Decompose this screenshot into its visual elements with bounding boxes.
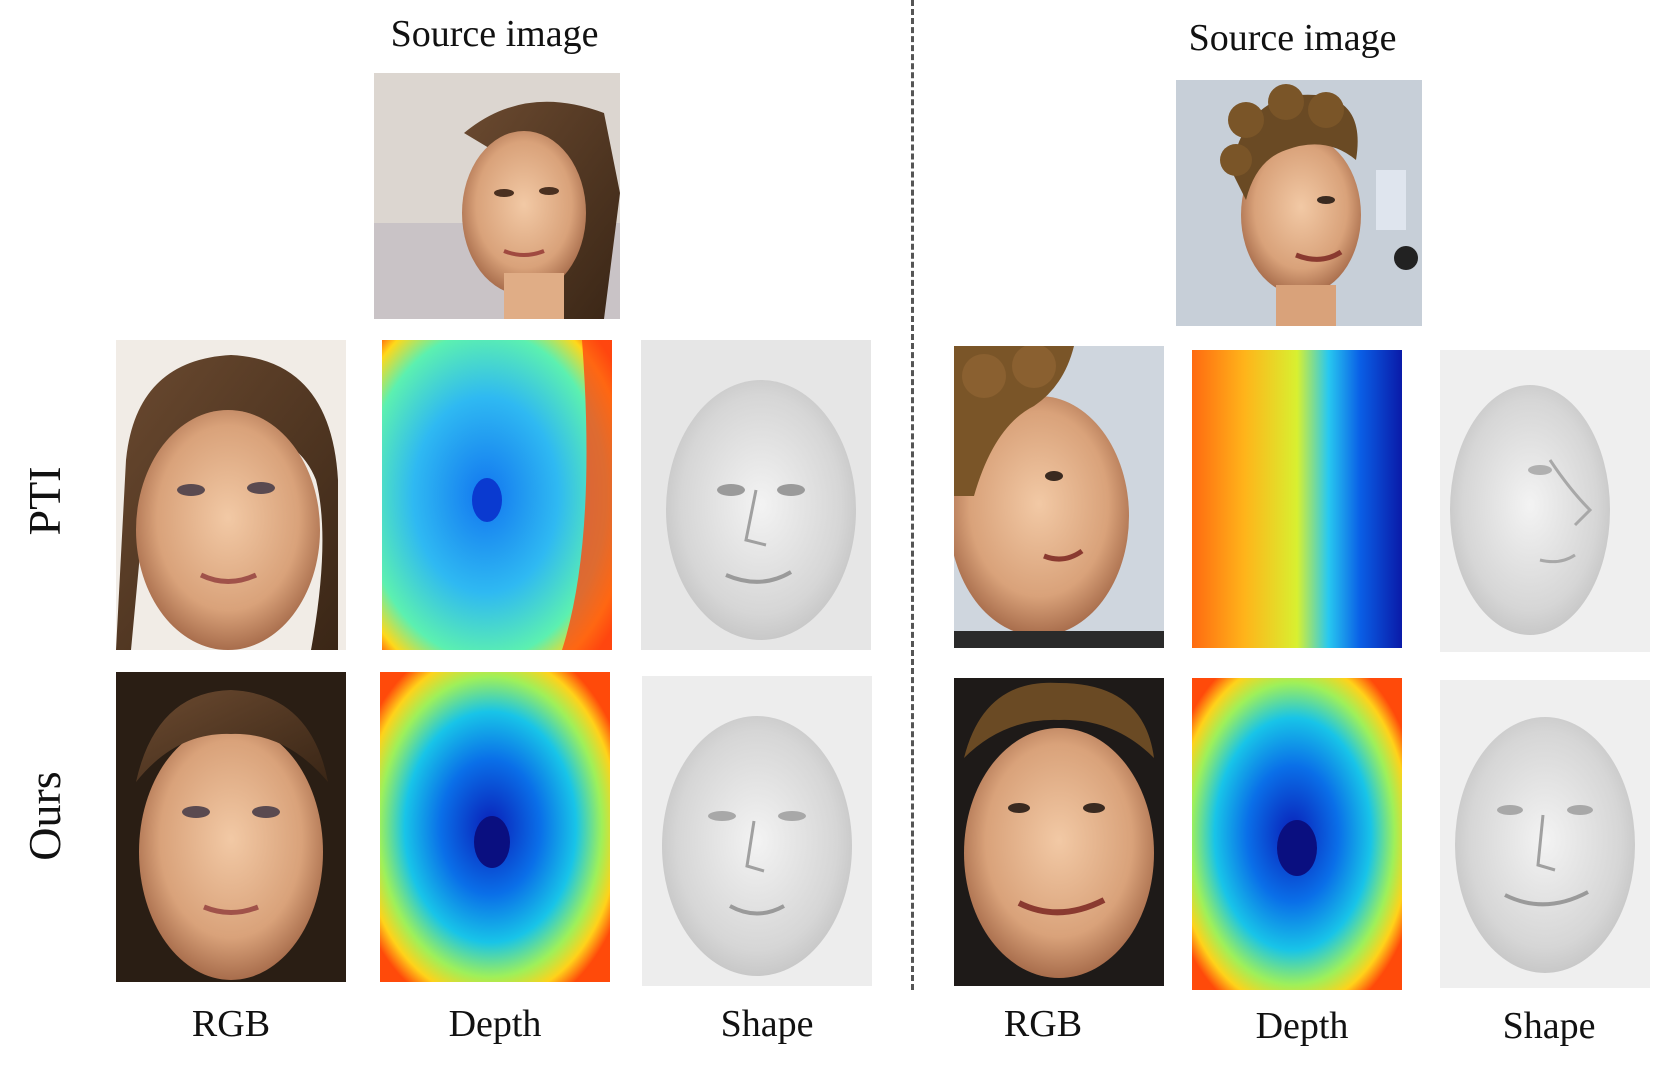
right-pti-rgb	[954, 346, 1164, 648]
column-label-right-depth: Depth	[1255, 1005, 1349, 1047]
column-label-right-shape: Shape	[1502, 1005, 1596, 1047]
column-label-left-depth: Depth	[448, 1003, 542, 1045]
right-ours-depth	[1192, 678, 1402, 990]
left-pti-depth	[382, 340, 612, 650]
left-ours-rgb	[116, 672, 346, 982]
left-pti-rgb	[116, 340, 346, 650]
right-source-label: Source image	[1188, 17, 1397, 59]
column-label-left-shape: Shape	[720, 1003, 814, 1045]
right-ours-rgb	[954, 678, 1164, 986]
left-ours-depth	[380, 672, 610, 982]
column-label-right-rgb: RGB	[1003, 1003, 1083, 1045]
left-source-label: Source image	[390, 13, 599, 55]
row-label-pti: PTI	[19, 466, 70, 536]
section-divider	[911, 0, 914, 990]
left-pti-shape	[641, 340, 871, 650]
right-source-image	[1176, 80, 1422, 326]
right-ours-shape	[1440, 680, 1650, 988]
column-label-left-rgb: RGB	[191, 1003, 271, 1045]
row-label-ours: Ours	[19, 771, 70, 861]
right-pti-shape	[1440, 350, 1650, 652]
right-pti-depth	[1192, 350, 1402, 648]
left-ours-shape	[642, 676, 872, 986]
left-source-image	[374, 73, 620, 319]
